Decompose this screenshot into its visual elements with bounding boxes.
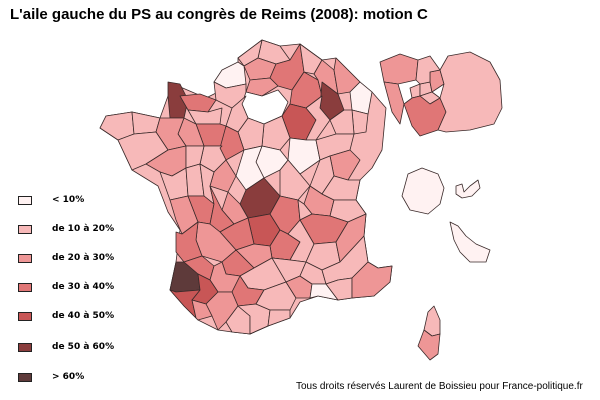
region-vosges: [329, 109, 355, 135]
region-oise: [245, 77, 279, 97]
legend-item: de 50 à 60%: [18, 341, 114, 353]
legend-swatch: [18, 224, 32, 234]
legend-item: > 60%: [18, 371, 84, 383]
region-hautes-alpes: [335, 213, 367, 263]
region-orne: [187, 107, 223, 125]
idf-val-doise: [379, 53, 419, 85]
region-bas-rhin: [349, 81, 373, 115]
corsica-corse-du-sud: [417, 329, 441, 361]
idf-seine-et-marne: [437, 51, 503, 133]
overseas-guadeloupe: [455, 179, 481, 199]
legend-swatch: [18, 311, 32, 321]
mainland-france: [99, 39, 393, 335]
legend-swatch: [18, 282, 32, 292]
legend-item: de 20 à 30%: [18, 252, 114, 264]
legend-item: de 30 à 40%: [18, 281, 114, 293]
idf-inner-small: [415, 55, 441, 85]
region-cotes-darmor: [131, 111, 161, 135]
legend-label: de 40 à 50%: [52, 311, 115, 321]
legend-label: > 60%: [52, 372, 85, 382]
region-haut-rhin: [351, 109, 369, 135]
overseas-reunion: [401, 167, 445, 215]
region-loir-et-cher: [219, 125, 245, 161]
legend-item: < 10%: [18, 194, 84, 206]
region-gironde: [175, 221, 203, 263]
legend-swatch: [18, 195, 32, 205]
legend-label: de 10 à 20%: [52, 224, 115, 234]
legend-label: de 20 à 30%: [52, 253, 115, 263]
legend-label: de 50 à 60%: [52, 342, 115, 352]
overseas-martinique: [449, 221, 491, 263]
region-hautes-pyrenees: [191, 299, 213, 321]
map-title: L'aile gauche du PS au congrès de Reims …: [10, 6, 428, 23]
ile-de-france-inset: [379, 51, 503, 137]
legend-item: de 40 à 50%: [18, 310, 114, 322]
region-calvados: [179, 93, 217, 113]
idf-hauts-de-seine: [409, 83, 421, 99]
region-pyrenees-orientales: [249, 309, 291, 335]
legend-swatch: [18, 372, 32, 382]
legend-swatch: [18, 342, 32, 352]
legend-label: de 30 à 40%: [52, 282, 115, 292]
idf-yvelines: [383, 81, 405, 125]
region-alpes-maritimes: [351, 261, 393, 299]
legend-swatch: [18, 253, 32, 263]
region-haute-marne: [305, 95, 331, 141]
copyright-credit: Tous droits réservés Laurent de Boissieu…: [296, 381, 583, 392]
legend-label: < 10%: [52, 195, 85, 205]
legend-item: de 10 à 20%: [18, 223, 114, 235]
